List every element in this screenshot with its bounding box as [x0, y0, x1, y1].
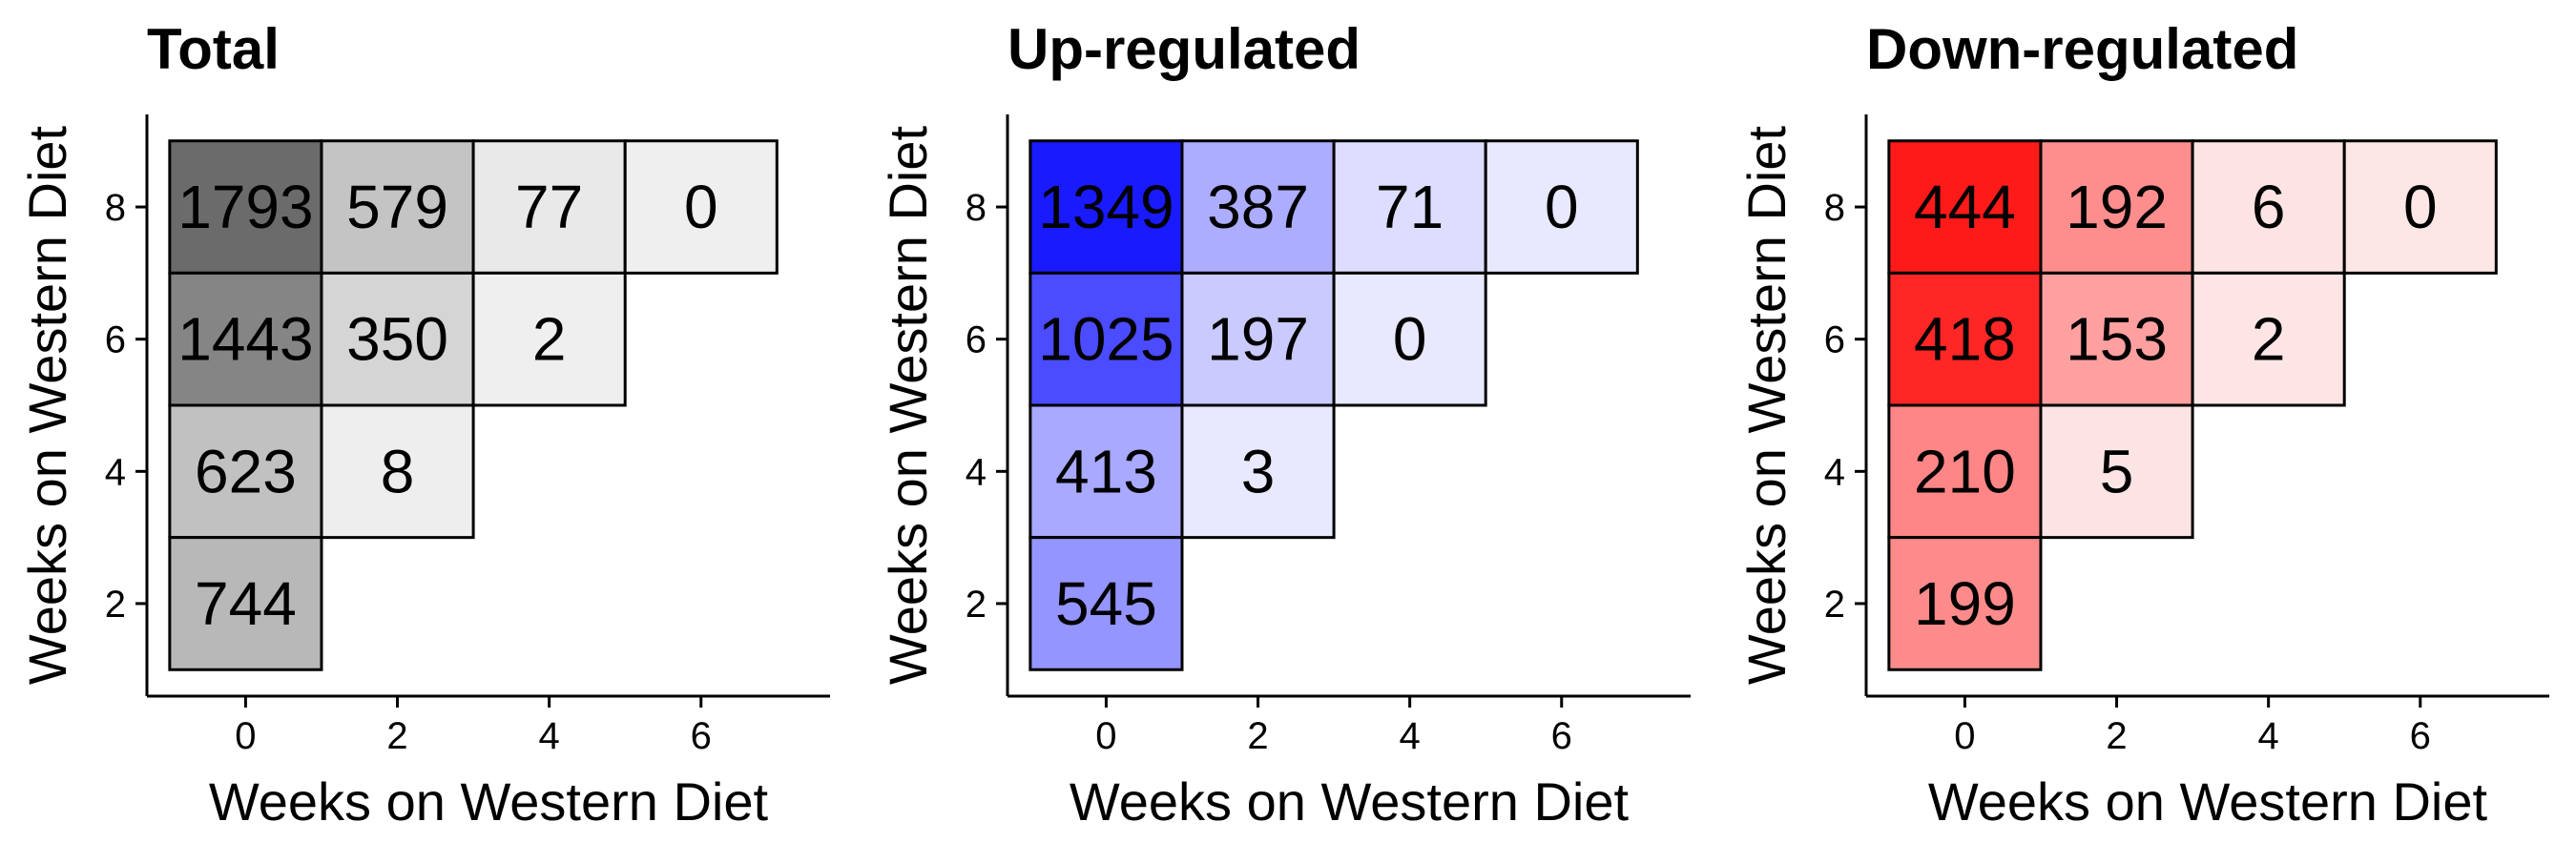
x-tick-label: 0 — [1095, 715, 1116, 757]
heatmap-cell — [1887, 271, 2043, 407]
heatmap-cell — [471, 139, 627, 275]
cell-value-label: 418 — [1914, 305, 2016, 374]
y-axis-title: Weeks on Western Diet — [17, 125, 77, 685]
x-tick-label: 6 — [2410, 715, 2431, 757]
cell-value-label: 192 — [2066, 173, 2168, 241]
x-tick-label: 6 — [1551, 715, 1572, 757]
heatmap-cell — [623, 139, 779, 275]
heatmap-cell — [1484, 139, 1639, 275]
heatmap-cell — [1332, 139, 1487, 275]
cell-value-label: 2 — [532, 305, 567, 374]
x-tick-label: 0 — [235, 715, 256, 757]
panel-title: Up-regulated — [1008, 17, 1361, 81]
cell-value-label: 77 — [515, 173, 583, 241]
panel-2: 1349 387 71 0 1025 197 0 413 3 545 0 2 4 6 2 4 6 8 Up-regu… — [878, 17, 1691, 832]
panel-3: 444 192 6 0 418 153 2 210 5 199 0 2 4 6 2 4 6 8 Down-regul… — [1736, 17, 2549, 832]
x-tick-label: 4 — [2258, 715, 2279, 757]
cell-value-label: 413 — [1055, 437, 1157, 505]
heatmap-cell — [1887, 536, 2043, 671]
cell-value-label: 387 — [1207, 173, 1309, 241]
x-tick-label: 4 — [1400, 715, 1421, 757]
y-tick-label: 4 — [966, 451, 987, 493]
cell-value-label: 0 — [1393, 305, 1427, 374]
x-tick-label: 4 — [539, 715, 560, 757]
cell-value-label: 444 — [1914, 173, 2016, 241]
cell-value-label: 744 — [195, 569, 297, 638]
x-tick-label: 0 — [1954, 715, 1975, 757]
x-tick-label: 6 — [691, 715, 712, 757]
y-axis-title: Weeks on Western Diet — [878, 125, 938, 685]
x-tick-label: 2 — [1247, 715, 1268, 757]
heatmap-cell — [471, 271, 627, 407]
cell-value-label: 3 — [1241, 437, 1276, 505]
heatmap-cell — [1028, 536, 1184, 671]
y-tick-label: 4 — [105, 451, 126, 493]
heatmap-cell — [320, 139, 475, 275]
heatmap-cell — [2342, 139, 2498, 275]
heatmap-cell — [168, 536, 323, 671]
cell-value-label: 153 — [2066, 305, 2168, 374]
x-axis-title: Weeks on Western Diet — [209, 771, 769, 832]
y-tick-label: 6 — [966, 319, 987, 361]
y-tick-label: 2 — [1824, 584, 1845, 626]
heatmap-cell — [1028, 271, 1184, 407]
heatmap-cell — [1028, 403, 1184, 540]
cell-value-label: 210 — [1914, 437, 2016, 505]
heatmap-cell — [168, 139, 323, 275]
y-tick-label: 6 — [1824, 319, 1845, 361]
cell-value-label: 545 — [1055, 569, 1157, 638]
x-tick-label: 2 — [2106, 715, 2127, 757]
heatmap-cell — [168, 403, 323, 540]
cell-value-label: 623 — [195, 437, 297, 505]
x-axis-title: Weeks on Western Diet — [1928, 771, 2488, 832]
panel-title: Total — [147, 17, 280, 81]
heatmap-cell — [1180, 139, 1336, 275]
heatmap-cell — [1180, 403, 1336, 540]
x-axis-title: Weeks on Western Diet — [1070, 771, 1630, 832]
heatmap-cell — [320, 403, 475, 540]
cell-value-label: 0 — [1545, 173, 1579, 241]
panel-1: 1793 579 77 0 1443 350 2 623 8 744 0 2 4 6 2 4 6 8 Total We… — [17, 17, 830, 832]
x-tick-label: 2 — [386, 715, 407, 757]
y-tick-label: 2 — [966, 584, 987, 626]
y-tick-label: 4 — [1824, 451, 1845, 493]
heatmap-cell — [320, 271, 475, 407]
heatmap-cell — [1332, 271, 1487, 407]
cell-value-label: 71 — [1376, 173, 1444, 241]
cell-value-label: 8 — [381, 437, 415, 505]
cell-value-label: 197 — [1207, 305, 1309, 374]
heatmap-cell — [2039, 403, 2194, 540]
cell-value-label: 1793 — [177, 173, 313, 241]
y-axis-title: Weeks on Western Diet — [1736, 125, 1797, 685]
cell-value-label: 199 — [1914, 569, 2016, 638]
cell-value-label: 1025 — [1038, 305, 1174, 374]
y-tick-label: 8 — [105, 187, 126, 229]
cell-value-label: 1349 — [1038, 173, 1174, 241]
y-tick-label: 8 — [1824, 187, 1845, 229]
cell-value-label: 350 — [346, 305, 448, 374]
cell-value-label: 0 — [2403, 173, 2438, 241]
cell-value-label: 5 — [2100, 437, 2134, 505]
cell-value-label: 1443 — [177, 305, 313, 374]
cell-value-label: 0 — [684, 173, 718, 241]
cell-value-label: 2 — [2252, 305, 2286, 374]
heatmap-cell — [1180, 271, 1336, 407]
cell-value-label: 6 — [2252, 173, 2286, 241]
y-tick-label: 8 — [966, 187, 987, 229]
heatmap-cell — [2191, 271, 2346, 407]
panel-title: Down-regulated — [1866, 17, 2298, 81]
y-tick-label: 2 — [105, 584, 126, 626]
y-tick-label: 6 — [105, 319, 126, 361]
cell-value-label: 579 — [346, 173, 448, 241]
